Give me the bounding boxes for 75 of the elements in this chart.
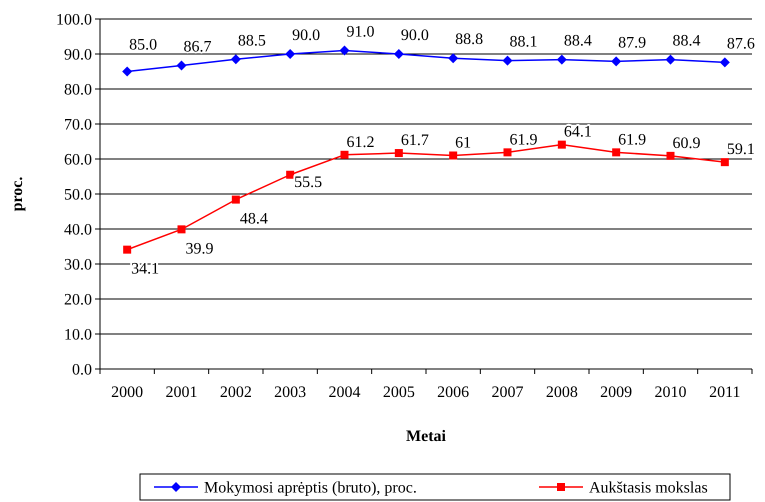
data-label: 61 <box>455 134 472 152</box>
x-tick-label: 2000 <box>111 384 144 401</box>
x-tick-label: 2005 <box>382 384 415 401</box>
data-label: 88.8 <box>455 31 484 48</box>
data-label: 91.0 <box>346 24 374 40</box>
data-label: 61.2 <box>346 134 374 151</box>
y-tick-label: 50.0 <box>64 186 92 204</box>
point <box>285 49 296 59</box>
point <box>123 246 132 254</box>
y-tick-label: 0.0 <box>72 362 92 379</box>
y-axis-title: proc. <box>9 176 26 212</box>
x-tick-label: 2002 <box>220 384 252 401</box>
point <box>720 158 729 166</box>
point <box>449 152 458 160</box>
data-label: 90.0 <box>292 27 320 44</box>
data-label: 61.9 <box>618 131 646 148</box>
point <box>340 150 348 159</box>
data-label: 87.9 <box>618 34 646 52</box>
point <box>122 66 132 76</box>
data-label: 61.7 <box>400 132 429 150</box>
data-label: 87.6 <box>726 35 755 52</box>
data-label: 48.4 <box>240 210 268 228</box>
point <box>612 148 620 156</box>
data-label: 61.9 <box>510 131 538 148</box>
x-tick-label: 2011 <box>709 384 741 401</box>
x-tick-label: 2009 <box>600 384 632 401</box>
y-tick-label: 20.0 <box>64 292 92 309</box>
data-label: 86.7 <box>184 38 212 56</box>
y-tick-label: 10.0 <box>64 326 92 344</box>
point <box>394 49 404 59</box>
data-label: 90.0 <box>400 27 429 44</box>
data-label: 88.4 <box>564 32 592 50</box>
point <box>720 57 730 68</box>
y-tick-label: 100.0 <box>56 12 92 29</box>
legend-label: Aukštasis mokslas <box>589 480 708 497</box>
y-tick-label: 80.0 <box>64 82 92 99</box>
point <box>666 54 676 65</box>
x-tick-label: 2003 <box>274 384 306 401</box>
data-label: 64.1 <box>564 124 592 141</box>
legend-label: Mokymosi aprėptis (bruto), proc. <box>204 480 417 497</box>
y-tick-label: 40.0 <box>64 222 92 239</box>
x-tick-label: 2006 <box>437 384 470 401</box>
point <box>666 152 674 160</box>
x-axis-title: Metai <box>406 428 447 445</box>
point <box>176 60 186 71</box>
data-label: 88.4 <box>672 32 700 50</box>
data-label: 60.9 <box>672 134 700 152</box>
data-label: 34.1 <box>131 260 160 278</box>
y-tick-label: 30.0 <box>64 256 92 274</box>
y-tick-label: 60.0 <box>64 152 92 169</box>
data-label: 59.1 <box>726 141 755 158</box>
point <box>394 149 403 158</box>
point <box>502 56 512 66</box>
point <box>556 54 567 65</box>
data-label: 88.5 <box>238 32 266 50</box>
point <box>558 140 566 149</box>
x-tick-label: 2004 <box>328 384 360 401</box>
data-label: 88.1 <box>510 34 538 51</box>
x-tick-label: 2010 <box>654 384 686 401</box>
x-tick-label: 2007 <box>492 384 524 401</box>
point <box>286 170 294 179</box>
point <box>611 56 622 66</box>
data-label: 39.9 <box>186 240 214 258</box>
data-label: 55.5 <box>294 174 322 191</box>
data-label: 85.0 <box>129 36 158 54</box>
y-tick-label: 90.0 <box>64 46 92 64</box>
x-tick-label: 2008 <box>546 384 578 401</box>
point <box>178 225 186 234</box>
y-tick-label: 70.0 <box>64 116 92 134</box>
point <box>232 196 240 204</box>
point <box>230 54 241 64</box>
x-tick-label: 2001 <box>166 384 198 401</box>
point <box>340 46 350 56</box>
point <box>504 148 512 156</box>
point <box>448 53 458 64</box>
